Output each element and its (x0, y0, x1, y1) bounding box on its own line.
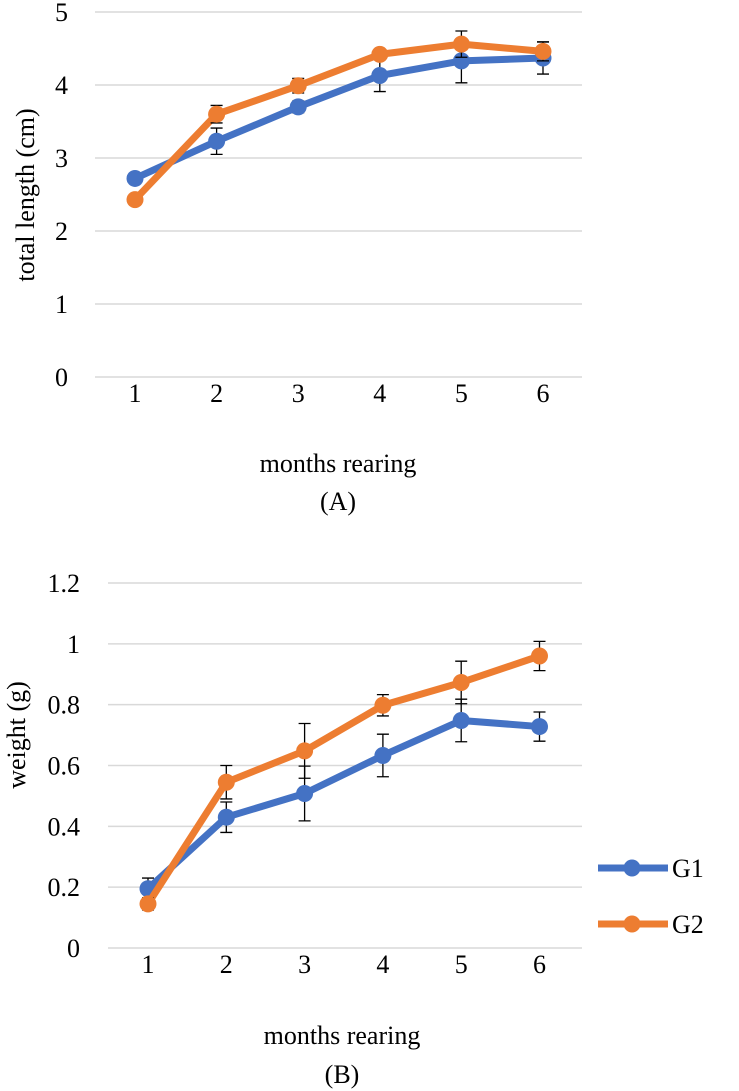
panel-a-x-tick-label: 6 (537, 379, 550, 408)
panel-b-x-tick-label: 4 (376, 950, 389, 979)
panel-a-g2-point (208, 105, 226, 123)
legend-g2-marker (623, 915, 641, 933)
panel-b-y-tick-label: 0 (67, 934, 80, 963)
panel-a-g1-line (131, 54, 547, 182)
panel-a-g1-point (289, 98, 307, 116)
panel-a-g2-point (534, 42, 552, 60)
panel-a-g2-point (371, 45, 389, 63)
panel-a-y-tick-label: 1 (55, 290, 68, 319)
panel-a-g2-point (289, 77, 307, 95)
panel-b-series-g2 (139, 640, 548, 913)
panel-a-y-tick-label: 5 (55, 0, 68, 27)
panel-b-x-tick-label: 2 (220, 950, 233, 979)
panel-b-x-tick-label: 6 (533, 950, 546, 979)
panel-a-total-length: 0 1 2 3 4 5 1 2 3 4 5 6 total length (cm) months r… (11, 0, 582, 516)
panel-b-g1-point (217, 808, 235, 826)
panel-b-y-tick-label: 0.2 (48, 873, 81, 902)
panel-a-y-ticks: 0 1 2 3 4 5 (55, 0, 68, 392)
panel-a-x-tick-label: 1 (129, 379, 142, 408)
panel-b-g2-line (144, 652, 543, 908)
panel-a-series (126, 30, 552, 209)
panel-a-series-g2 (126, 30, 552, 209)
panel-a-x-tick-label: 5 (455, 379, 468, 408)
panel-b-x-tick-label: 3 (298, 950, 311, 979)
panel-a-y-tick-label: 0 (55, 363, 68, 392)
panel-b-label: (B) (325, 1060, 360, 1089)
panel-b-y-tick-label: 0.6 (48, 752, 81, 781)
panel-a-y-tick-label: 3 (55, 144, 68, 173)
panel-b-g1-point (531, 718, 548, 736)
panel-a-g1-point (371, 67, 389, 85)
panel-b-series (139, 640, 548, 913)
panel-b-g2-point (296, 742, 314, 760)
panel-b-g2-point (139, 895, 157, 913)
panel-a-series-g1 (126, 38, 552, 187)
panel-b-g1-point (452, 711, 470, 729)
panel-a-y-tick-label: 4 (55, 71, 68, 100)
legend-entry-g2: G2 (598, 910, 704, 939)
panel-a-x-tick-label: 4 (373, 379, 386, 408)
panel-a-g1-point (208, 132, 226, 150)
panel-b-series-g1 (139, 698, 548, 900)
panel-b-y-ticks: 0 0.2 0.4 0.6 0.8 1 1.2 (48, 569, 81, 963)
panel-a-x-ticks: 1 2 3 4 5 6 (129, 379, 550, 408)
panel-a-y-tick-label: 2 (55, 217, 68, 246)
panel-a-label: (A) (320, 487, 356, 516)
panel-b-g2-point (452, 673, 470, 691)
legend-g1-marker (623, 859, 641, 877)
legend: G1 G2 (598, 854, 704, 939)
panel-a-g1-point (126, 169, 144, 187)
panel-b-y-tick-label: 1 (67, 630, 80, 659)
panel-b-g2-point (217, 773, 235, 791)
legend-g1-label: G1 (672, 854, 704, 883)
panel-b-g1-point (374, 746, 392, 764)
panel-a-y-axis-label: total length (cm) (11, 108, 40, 281)
panel-b-x-ticks: 1 2 3 4 5 6 (142, 950, 547, 979)
legend-entry-g1: G1 (598, 854, 704, 883)
panel-b-gridlines (108, 582, 582, 949)
panel-b-x-axis-label: months rearing (264, 1021, 421, 1050)
panel-b-weight: 0 0.2 0.4 0.6 0.8 1 1.2 1 2 3 4 5 6 weight (g) mont… (2, 569, 582, 1089)
panel-b-y-tick-label: 1.2 (48, 569, 81, 598)
panel-b-y-tick-label: 0.8 (48, 691, 81, 720)
panel-a-x-tick-label: 2 (210, 379, 223, 408)
panel-b-y-axis-label: weight (g) (2, 681, 31, 789)
panel-b-g2-point (374, 696, 392, 714)
panel-a-g2-point (126, 191, 144, 209)
panel-b-x-tick-label: 5 (455, 950, 468, 979)
panel-b-y-tick-label: 0.4 (48, 812, 81, 841)
panel-a-g2-point (452, 35, 470, 53)
legend-g2-label: G2 (672, 910, 704, 939)
panel-b-g1-line (144, 716, 543, 893)
panel-b-g1-point (296, 784, 314, 802)
panel-b-g2-point (531, 647, 548, 665)
panel-a-x-axis-label: months rearing (260, 449, 417, 478)
panel-a-g2-line (131, 40, 547, 204)
panel-b-x-tick-label: 1 (142, 950, 155, 979)
panel-a-x-tick-label: 3 (292, 379, 305, 408)
